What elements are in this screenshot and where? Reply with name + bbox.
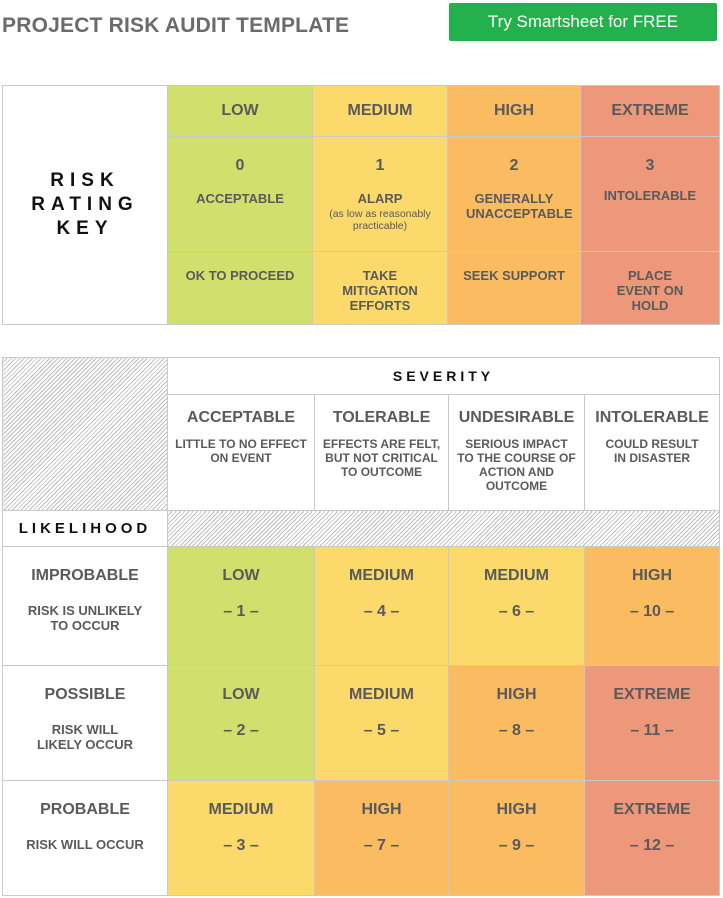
cell-level: MEDIUM [349,567,414,584]
likelihood-header: LIKELIHOOD [2,510,168,547]
cell-number: – 8 – [498,722,535,739]
severity-undesirable: UNDESIRABLE SERIOUS IMPACT TO THE COURSE… [448,394,585,511]
key-meaning: ACCEPTABLE [196,191,284,206]
key-score: 1 [375,157,385,174]
key-meaning-low: 0 ACCEPTABLE [167,136,313,252]
matrix-cell: MEDIUM – 6 – [448,546,585,666]
cell-number: – 7 – [363,837,400,854]
cell-level: LOW [222,567,260,584]
key-line-2: RATING [31,194,139,215]
cell-level: MEDIUM [484,567,549,584]
cell-level: HIGH [361,801,402,818]
severity-name: UNDESIRABLE [458,409,575,426]
key-meaning: GENERALLY UNACCEPTABLE [466,191,573,221]
matrix-cell: LOW – 2 – [167,665,315,781]
likelihood-possible: POSSIBLE RISK WILL LIKELY OCCUR [2,665,168,781]
key-action-medium: TAKE MITIGATION EFFORTS [312,251,448,325]
cell-level: EXTREME [613,801,691,818]
key-meaning-extreme: 3 INTOLERABLE [580,136,720,252]
risk-rating-key-table: RISK RATING KEY LOW MEDIUM HIGH EXTREME … [2,85,720,325]
key-level-medium: MEDIUM [312,85,448,137]
matrix-cell: HIGH – 10 – [584,546,720,666]
cell-level: HIGH [496,801,537,818]
likelihood-name: IMPROBABLE [31,567,139,584]
cell-level: HIGH [632,567,672,584]
key-line-3: KEY [56,218,114,239]
cell-level: LOW [222,686,260,703]
matrix-cell: EXTREME – 11 – [584,665,720,781]
severity-intolerable: INTOLERABLE COULD RESULT IN DISASTER [584,394,720,511]
cell-level: MEDIUM [208,801,274,818]
matrix-cell: LOW – 1 – [167,546,315,666]
cell-number: – 6 – [498,603,535,620]
matrix-corner-hatch [2,357,168,511]
severity-name: ACCEPTABLE [186,409,296,426]
likelihood-desc: RISK WILL LIKELY OCCUR [36,722,134,752]
likelihood-desc: RISK IS UNLIKELY TO OCCUR [27,603,143,633]
key-level-low: LOW [167,85,313,137]
matrix-cell: HIGH – 9 – [448,780,585,896]
page-title: PROJECT RISK AUDIT TEMPLATE [2,14,350,37]
cell-number: – 2 – [223,722,259,739]
severity-acceptable: ACCEPTABLE LITTLE TO NO EFFECT ON EVENT [167,394,315,511]
likelihood-improbable: IMPROBABLE RISK IS UNLIKELY TO OCCUR [2,546,168,666]
matrix-cell: MEDIUM – 4 – [314,546,449,666]
cell-number: – 12 – [629,837,675,854]
try-smartsheet-button[interactable]: Try Smartsheet for FREE [449,3,717,41]
cell-number: – 9 – [498,837,535,854]
likelihood-name: POSSIBLE [44,686,126,703]
severity-name: INTOLERABLE [595,409,709,426]
cell-level: MEDIUM [349,686,414,703]
cell-number: – 5 – [363,722,400,739]
cell-level: HIGH [496,686,537,703]
severity-desc: COULD RESULT IN DISASTER [605,437,699,465]
key-meaning-medium: 1 ALARP (as low as reasonably practicabl… [312,136,448,252]
key-line-1: RISK [50,170,120,191]
severity-tolerable: TOLERABLE EFFECTS ARE FELT, BUT NOT CRIT… [314,394,449,511]
severity-desc: EFFECTS ARE FELT, BUT NOT CRITICAL TO OU… [322,437,441,479]
cell-number: – 3 – [223,837,259,854]
key-meaning: INTOLERABLE [603,188,697,203]
key-level-high: HIGH [447,85,581,137]
cell-number: – 11 – [630,722,674,739]
risk-rating-key-label: RISK RATING KEY [2,85,168,325]
severity-desc: LITTLE TO NO EFFECT ON EVENT [175,437,307,465]
risk-matrix-table: SEVERITY ACCEPTABLE LITTLE TO NO EFFECT … [2,357,720,896]
cell-number: – 4 – [363,603,400,620]
key-action-extreme: PLACE EVENT ON HOLD [580,251,720,325]
cell-level: EXTREME [613,686,691,703]
matrix-cell: EXTREME – 12 – [584,780,720,896]
likelihood-hatch-bar [167,510,720,547]
key-score: 0 [235,157,245,174]
key-level-extreme: EXTREME [580,85,720,137]
key-meaning-sub: (as low as reasonably practicable) [329,208,431,232]
matrix-cell: HIGH – 8 – [448,665,585,781]
matrix-cell: MEDIUM – 5 – [314,665,449,781]
key-meaning-high: 2 GENERALLY UNACCEPTABLE [447,136,581,252]
likelihood-desc: RISK WILL OCCUR [26,837,144,852]
severity-header: SEVERITY [167,357,720,395]
key-action-high: SEEK SUPPORT [447,251,581,325]
matrix-cell: HIGH – 7 – [314,780,449,896]
key-score: 3 [645,157,655,174]
cell-number: – 10 – [629,603,675,620]
matrix-cell: MEDIUM – 3 – [167,780,315,896]
key-action-low: OK TO PROCEED [167,251,313,325]
cell-number: – 1 – [223,603,259,620]
likelihood-name: PROBABLE [40,801,130,818]
key-score: 2 [509,157,519,174]
severity-name: TOLERABLE [332,409,431,426]
severity-desc: SERIOUS IMPACT TO THE COURSE OF ACTION A… [457,437,576,493]
key-meaning: ALARP [357,191,403,206]
likelihood-probable: PROBABLE RISK WILL OCCUR [2,780,168,896]
